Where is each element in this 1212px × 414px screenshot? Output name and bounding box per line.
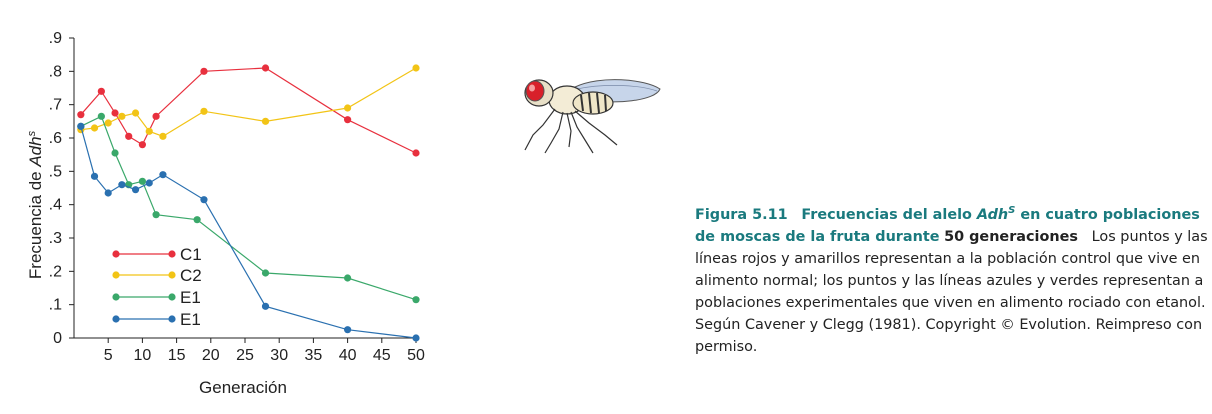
- legend-label: C1: [180, 245, 202, 264]
- data-point: [344, 104, 352, 112]
- x-tick-label: 15: [168, 347, 186, 364]
- data-point: [111, 149, 119, 157]
- y-tick-label: .7: [49, 97, 62, 114]
- series-line: [80, 126, 417, 339]
- data-point: [90, 172, 99, 180]
- legend-item: C2: [112, 266, 202, 285]
- legend-item: E1: [112, 310, 201, 329]
- data-point: [145, 127, 153, 135]
- y-tick-label: .2: [49, 263, 62, 280]
- data-point: [200, 67, 208, 75]
- data-point: [77, 122, 85, 130]
- data-point: [131, 186, 140, 194]
- y-tick-label: .9: [49, 30, 62, 47]
- data-point: [118, 181, 126, 189]
- series-line: [80, 67, 417, 154]
- data-point: [412, 296, 420, 304]
- data-point: [111, 109, 119, 117]
- x-tick-label: 45: [373, 347, 391, 364]
- legend-marker: [168, 250, 176, 258]
- y-tick-label: .8: [49, 63, 62, 80]
- data-point: [261, 269, 270, 277]
- data-point: [97, 87, 105, 95]
- x-tick-label: 20: [202, 347, 220, 364]
- line-chart: 0 .1 .2 .3 .4 .5 .6 .7 .8 .9 5 10 15 20 25 30 35 40 45 50 C…: [26, 30, 425, 397]
- y-tick-label: 0: [53, 330, 62, 347]
- x-tick-label: 50: [407, 347, 425, 364]
- figure-number: Figura 5.11: [695, 206, 788, 223]
- series-e1-3: [77, 122, 420, 342]
- series-line: [80, 115, 417, 301]
- y-tick-label: .3: [49, 230, 62, 247]
- series-line: [80, 67, 417, 137]
- series-e1-2: [77, 112, 420, 304]
- series-c1-0: [77, 64, 420, 157]
- chart-axes: 0 .1 .2 .3 .4 .5 .6 .7 .8 .9 5 10 15 20 25 30 35 40 45 50: [49, 30, 425, 364]
- data-point: [152, 112, 160, 120]
- legend-item: E1: [112, 288, 201, 307]
- x-tick-label: 10: [134, 347, 152, 364]
- data-point: [193, 216, 201, 224]
- fly-head: [524, 79, 554, 107]
- legend-marker: [112, 271, 120, 279]
- data-point: [159, 132, 167, 140]
- legend-marker: [168, 293, 176, 301]
- y-axis-label: Frecuencia de Adhs: [26, 130, 45, 279]
- y-tick-label: .5: [49, 163, 62, 180]
- data-point: [90, 124, 99, 132]
- data-point: [200, 196, 208, 204]
- legend-marker: [112, 250, 120, 258]
- data-point: [159, 171, 167, 179]
- chart-series: [77, 64, 420, 342]
- data-point: [412, 149, 420, 157]
- legend-label: E1: [180, 288, 201, 307]
- legend-marker: [168, 315, 176, 323]
- data-point: [104, 189, 112, 197]
- legend-label: E1: [180, 310, 201, 329]
- data-point: [125, 132, 133, 140]
- data-point: [412, 64, 420, 72]
- x-tick-label: 25: [236, 347, 254, 364]
- chart-legend: C1 C2 E1 E1: [112, 245, 202, 329]
- fly-legs: [524, 108, 618, 154]
- data-point: [104, 119, 112, 127]
- x-tick-label: 35: [305, 347, 323, 364]
- data-point: [344, 274, 352, 282]
- data-point: [118, 112, 126, 120]
- data-point: [77, 111, 85, 119]
- data-point: [412, 334, 420, 342]
- figure-title-end: 50 generaciones: [944, 228, 1078, 245]
- data-point: [344, 116, 352, 124]
- figure-title: Frecuencias del alelo AdhS en cuatro pob…: [695, 205, 1200, 245]
- legend-marker: [168, 271, 176, 279]
- data-point: [200, 107, 208, 115]
- x-tick-label: 40: [339, 347, 357, 364]
- fly-body: [548, 85, 614, 115]
- legend-marker: [112, 315, 120, 323]
- fruit-fly-illustration: [524, 79, 661, 154]
- data-point: [145, 179, 153, 187]
- data-point: [261, 117, 270, 125]
- data-point: [131, 109, 140, 117]
- x-tick-label: 30: [270, 347, 288, 364]
- data-point: [138, 177, 146, 185]
- data-point: [261, 302, 270, 310]
- y-tick-label: .1: [49, 297, 62, 314]
- legend-item: C1: [112, 245, 202, 264]
- data-point: [138, 141, 146, 149]
- x-tick-label: 5: [104, 347, 113, 364]
- caption-body: Los puntos y las líneas rojos y amarillo…: [695, 228, 1208, 355]
- series-c2-1: [77, 64, 420, 140]
- data-point: [152, 211, 160, 219]
- y-tick-label: .6: [49, 130, 62, 147]
- figure-caption: Figura 5.11 Frecuencias del alelo AdhS e…: [695, 200, 1210, 358]
- x-axis-label: Generación: [199, 378, 287, 397]
- data-point: [261, 64, 270, 72]
- legend-marker: [112, 293, 120, 301]
- legend-label: C2: [180, 266, 202, 285]
- data-point: [97, 112, 105, 120]
- y-tick-label: .4: [49, 197, 62, 214]
- data-point: [344, 326, 352, 334]
